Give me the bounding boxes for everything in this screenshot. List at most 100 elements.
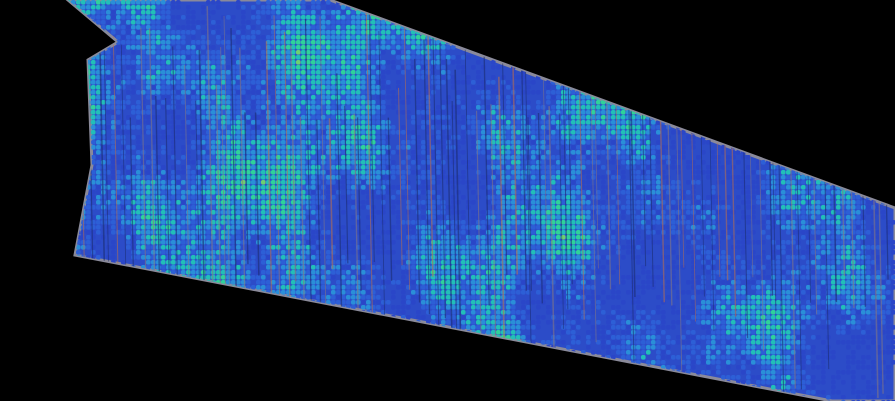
heat-cell [111, 15, 116, 20]
heat-cell [251, 70, 256, 75]
heat-cell [296, 185, 301, 190]
heat-cell [296, 290, 301, 295]
heat-cell [326, 280, 331, 285]
heat-cell [311, 105, 316, 110]
heat-cell [256, 140, 261, 145]
heat-cell [161, 30, 166, 35]
heat-cell [251, 60, 256, 65]
heat-cell [141, 25, 146, 30]
heat-cell [96, 180, 101, 185]
heat-cell [141, 15, 146, 20]
heat-cell [296, 150, 301, 155]
heat-cell [311, 155, 316, 160]
heat-cell [411, 265, 416, 270]
heat-cell [266, 0, 271, 5]
heat-cell [176, 75, 181, 80]
heat-cell [341, 165, 346, 170]
heat-cell [261, 10, 266, 15]
heat-cell [296, 70, 301, 75]
heat-cell [261, 220, 266, 225]
heat-cell [296, 15, 301, 20]
heat-cell [186, 90, 191, 95]
heat-cell [211, 210, 216, 215]
heat-cell [386, 95, 391, 100]
heat-cell [146, 250, 151, 255]
heat-cell [361, 190, 366, 195]
heat-cell [201, 80, 206, 85]
heat-cell [356, 115, 361, 120]
heat-cell [351, 90, 356, 95]
heat-cell [171, 240, 176, 245]
heat-cell [221, 125, 226, 130]
heat-cell [161, 15, 166, 20]
heat-cell [186, 60, 191, 65]
heat-cell [256, 10, 261, 15]
heat-cell [316, 100, 321, 105]
heat-cell [266, 170, 271, 175]
heat-cell [336, 15, 341, 20]
heat-cell [171, 185, 176, 190]
heat-cell [276, 170, 281, 175]
heat-cell [351, 105, 356, 110]
heat-cell [326, 275, 331, 280]
heat-cell [311, 220, 316, 225]
heat-cell [286, 75, 291, 80]
heat-cell [211, 100, 216, 105]
heat-cell [236, 140, 241, 145]
heat-cell [326, 70, 331, 75]
heat-cell [326, 185, 331, 190]
heat-cell [76, 245, 81, 250]
heat-cell [246, 175, 251, 180]
heat-cell [321, 75, 326, 80]
heat-cell [311, 235, 316, 240]
heat-cell [301, 215, 306, 220]
heat-cell [176, 0, 181, 5]
heat-cell [106, 85, 111, 90]
heat-cell [191, 175, 196, 180]
heat-cell [311, 10, 316, 15]
heat-cell [296, 225, 301, 230]
heat-cell [191, 120, 196, 125]
heat-cell [106, 50, 111, 55]
heat-cell [241, 35, 246, 40]
heat-cell [416, 100, 421, 105]
heat-cell [171, 110, 176, 115]
heat-cell [131, 145, 136, 150]
heat-cell [201, 105, 206, 110]
heat-cell [141, 245, 146, 250]
heat-cell [221, 35, 226, 40]
heat-cell [361, 140, 366, 145]
heat-cell [276, 130, 281, 135]
heat-cell [361, 110, 366, 115]
heat-cell [186, 70, 191, 75]
heat-cell [311, 100, 316, 105]
heat-cell [366, 150, 371, 155]
heat-cell [276, 255, 281, 260]
heat-cell [186, 160, 191, 165]
heat-cell [116, 100, 121, 105]
heat-cell [121, 190, 126, 195]
heat-cell [311, 55, 316, 60]
heat-cell [281, 120, 286, 125]
heat-cell [376, 40, 381, 45]
heat-cell [396, 170, 401, 175]
heat-cell [211, 150, 216, 155]
heat-cell [211, 80, 216, 85]
heat-cell [316, 110, 321, 115]
heat-cell [286, 50, 291, 55]
heat-cell [91, 85, 96, 90]
heat-cell [416, 45, 421, 50]
heat-cell [141, 40, 146, 45]
heat-cell [166, 75, 171, 80]
heat-cell [136, 135, 141, 140]
heat-cell [361, 150, 366, 155]
heat-cell [116, 110, 121, 115]
heat-cell [291, 270, 296, 275]
heat-cell [196, 120, 201, 125]
heat-cell [86, 235, 91, 240]
heat-cell [376, 245, 381, 250]
heat-cell [146, 225, 151, 230]
heat-cell [261, 145, 266, 150]
heat-cell [281, 130, 286, 135]
heat-cell [381, 40, 386, 45]
